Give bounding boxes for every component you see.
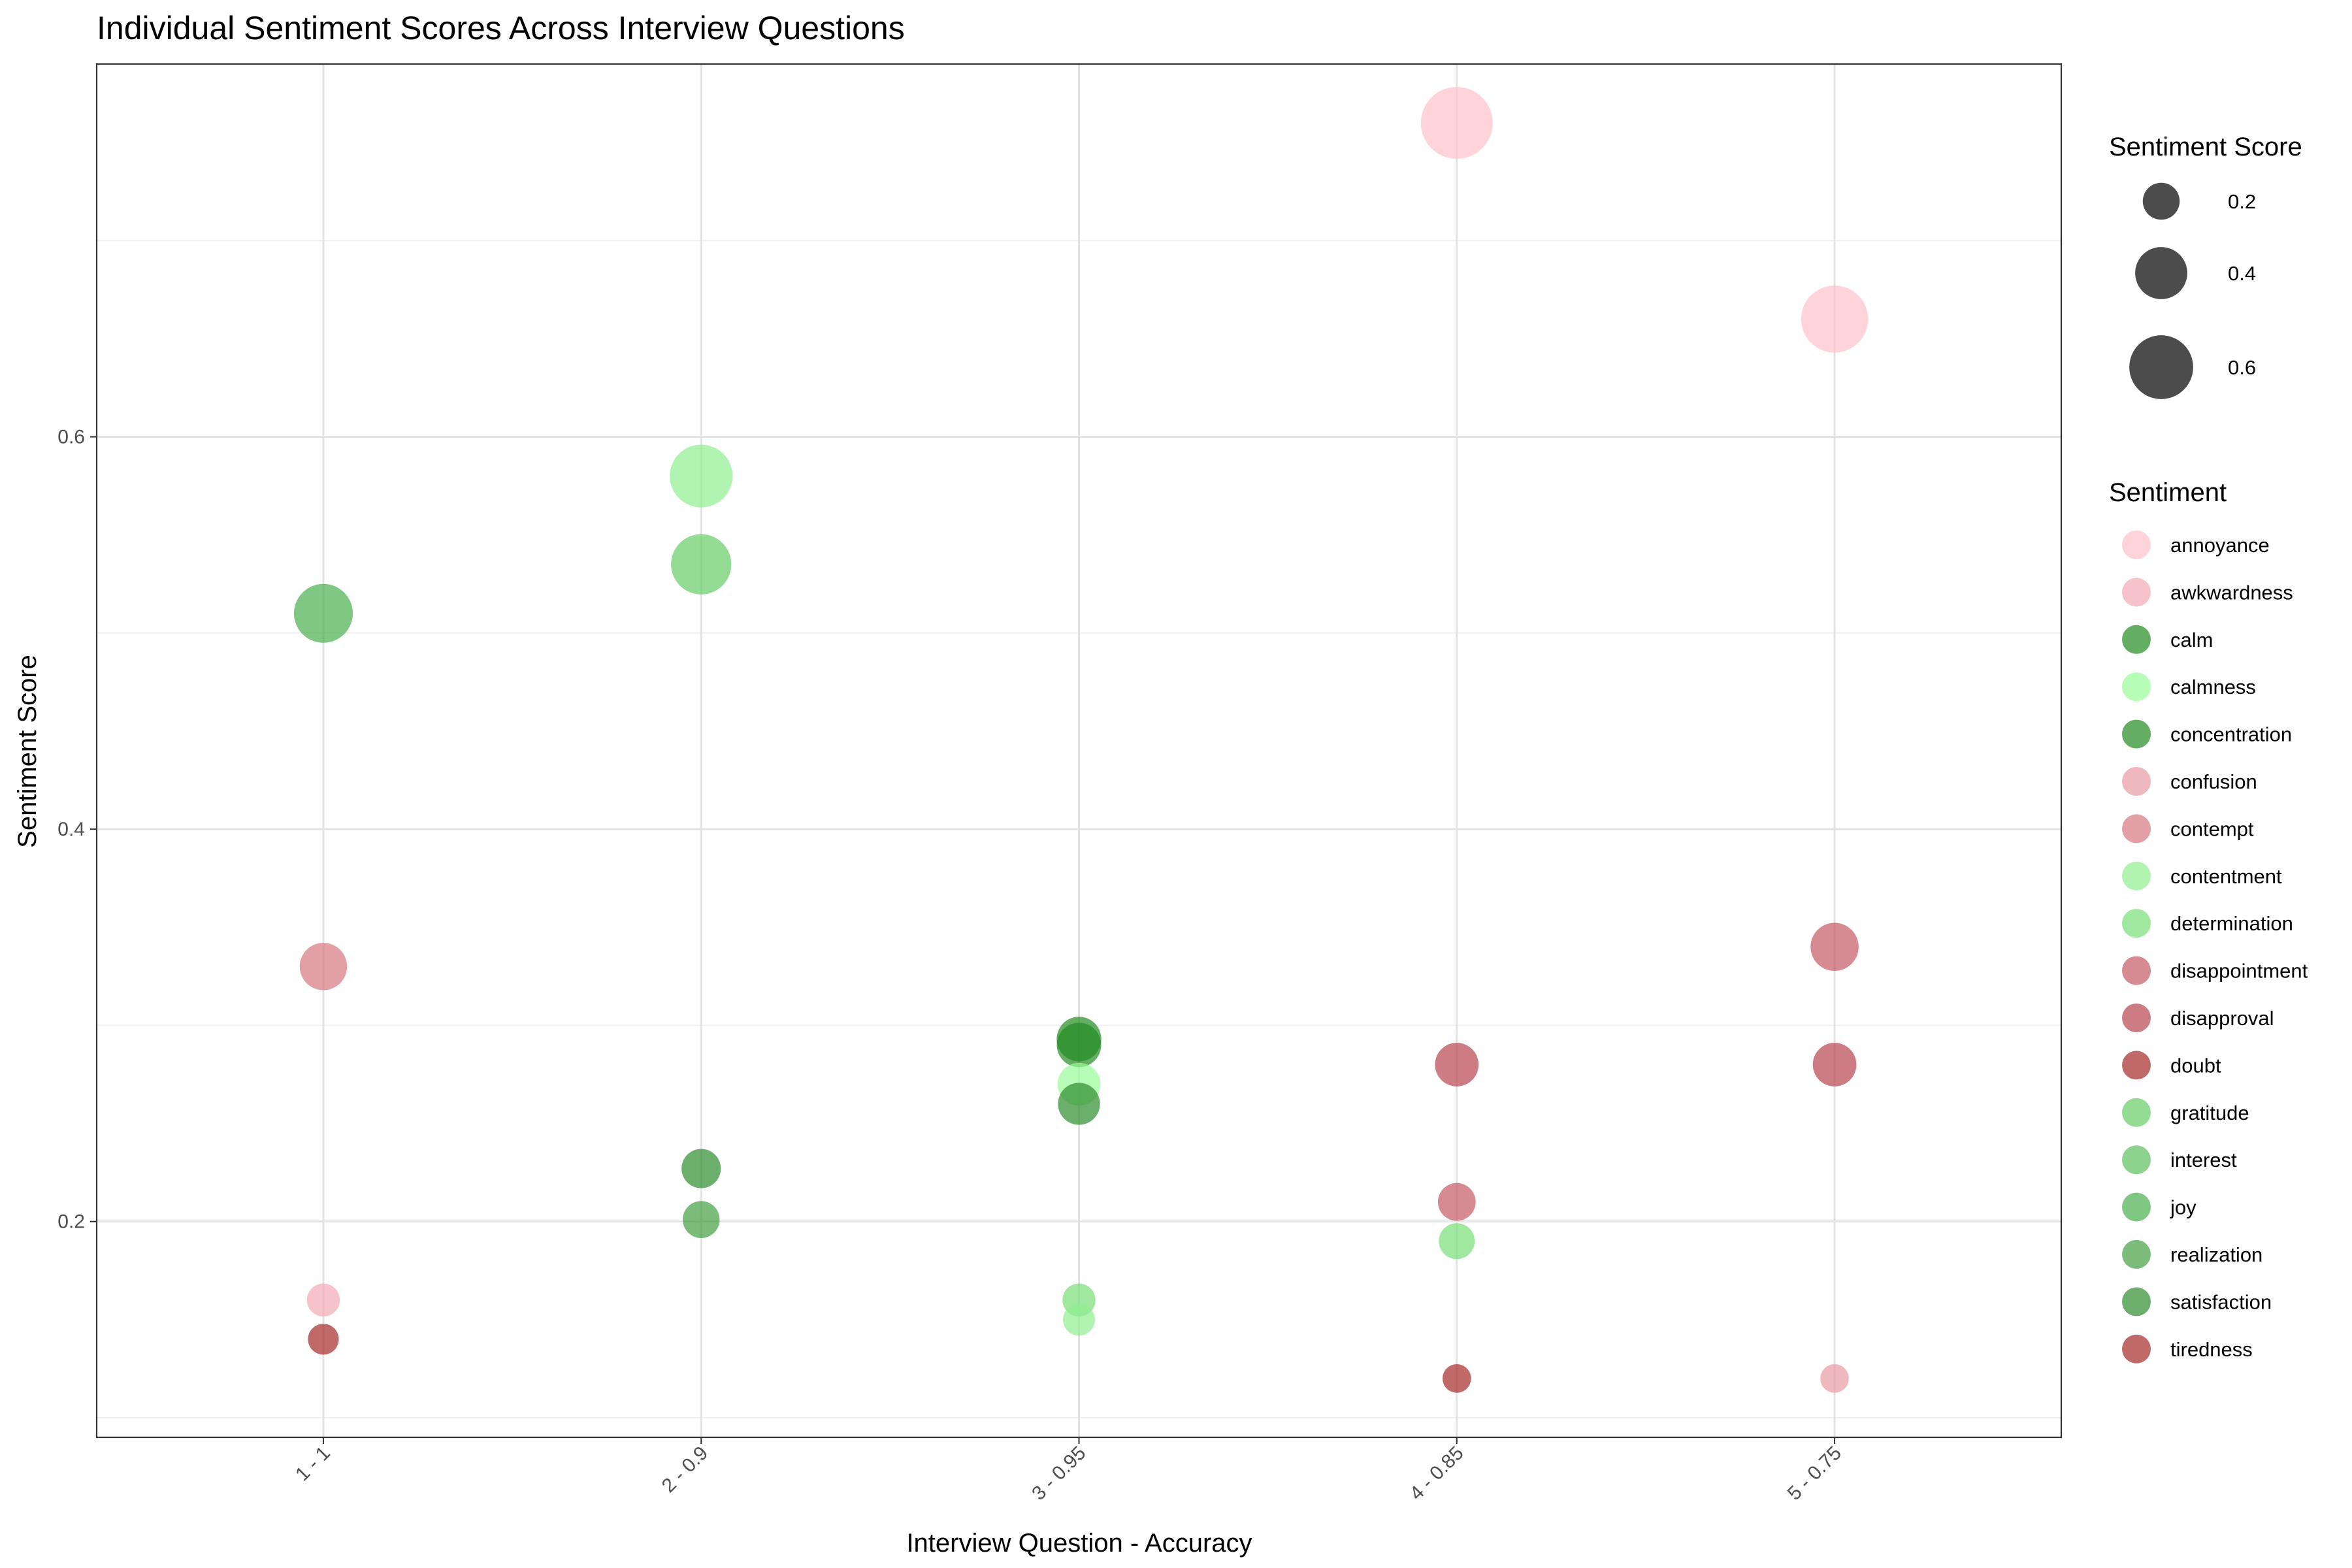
point-joy [293, 583, 353, 643]
grid-major [97, 64, 2061, 1437]
size-legend-key [2142, 182, 2180, 220]
point-satisfaction [1058, 1083, 1100, 1125]
color-legend-title: Sentiment [2109, 478, 2227, 507]
point-contempt [299, 943, 348, 990]
point-concentration [1056, 1022, 1102, 1068]
color-legend-label: realization [2170, 1243, 2262, 1266]
color-legend-key-interest [2122, 1145, 2151, 1175]
x-tick-label: 3 - 0.95 [1028, 1443, 1090, 1505]
color-legend-label: disapproval [2170, 1007, 2274, 1030]
color-legend-key-contempt [2122, 814, 2151, 843]
x-tick-label: 1 - 1 [291, 1443, 335, 1486]
color-legend-label: concentration [2170, 723, 2292, 746]
color-legend-key-gratitude [2122, 1098, 2151, 1127]
color-legend-key-joy [2122, 1192, 2151, 1222]
size-legend-title: Sentiment Score [2109, 133, 2302, 161]
point-annoyance [1420, 87, 1493, 159]
color-legend-key-calm [2122, 625, 2151, 654]
color-legend-label: calm [2170, 629, 2213, 651]
x-tick-label: 2 - 0.9 [658, 1443, 712, 1497]
point-gratitude [671, 534, 732, 595]
color-legend-label: disappointment [2170, 960, 2308, 983]
color-legend-label: annoyance [2170, 534, 2270, 557]
color-legend-label: joy [2170, 1196, 2197, 1219]
point-determination [1439, 1223, 1475, 1260]
color-legend-label: gratitude [2170, 1102, 2249, 1124]
color-legend-label: awkwardness [2170, 581, 2293, 604]
color-legend-key-calmness [2122, 672, 2151, 702]
point-satisfaction [681, 1149, 721, 1188]
color-legend-label: determination [2170, 912, 2293, 935]
color-legend-label: interest [2170, 1149, 2237, 1171]
point-doubt [1442, 1364, 1471, 1393]
color-legend-key-tiredness [2122, 1334, 2151, 1364]
color-legend-label: doubt [2170, 1054, 2221, 1077]
color-legend-key-awkwardness [2122, 578, 2151, 607]
point-disappointment [1437, 1183, 1476, 1221]
color-legend-key-doubt [2122, 1051, 2151, 1080]
color-legend-label: contempt [2170, 817, 2254, 840]
color-legend-label: calmness [2170, 676, 2256, 698]
x-axis-ticks: 1 - 1 2 - 0.9 3 - 0.95 4 - 0.85 5 - 0.75 [291, 1437, 1846, 1505]
x-tick-label: 4 - 0.85 [1405, 1443, 1467, 1505]
size-legend-label: 0.4 [2228, 262, 2256, 285]
color-legend-label: contentment [2170, 865, 2282, 888]
point-disapproval [1812, 1043, 1857, 1086]
size-legend: 0.2 0.4 0.6 [2129, 182, 2256, 399]
color-legend-key-determination [2122, 909, 2151, 938]
color-legend-label: satisfaction [2170, 1290, 2272, 1313]
color-legend-key-realization [2122, 1240, 2151, 1269]
y-tick-label: 0.6 [57, 427, 85, 448]
chart-title: Individual Sentiment Scores Across Inter… [97, 10, 905, 46]
point-contentment [1063, 1303, 1095, 1336]
size-legend-key [2135, 247, 2187, 299]
size-legend-key [2129, 335, 2193, 399]
y-tick-label: 0.2 [57, 1211, 85, 1233]
point-disapproval [1435, 1043, 1479, 1086]
y-tick-label: 0.4 [57, 819, 85, 840]
color-legend-key-contentment [2122, 861, 2151, 890]
size-legend-label: 0.6 [2228, 356, 2256, 379]
color-legend-key-disapproval [2122, 1004, 2151, 1032]
point-contentment [670, 444, 733, 508]
color-legend-key-concentration [2122, 719, 2151, 749]
x-axis-title: Interview Question - Accuracy [906, 1529, 1252, 1558]
size-legend-label: 0.2 [2228, 190, 2256, 213]
y-axis-ticks: 0.2 0.4 0.6 [57, 427, 97, 1233]
point-confusion [1820, 1364, 1849, 1393]
point-disappointment [1810, 923, 1859, 972]
color-legend-key-confusion [2122, 767, 2151, 796]
color-legend: annoyance awkwardness calm calmness concentr… [2122, 531, 2308, 1364]
point-awkwardness [306, 1283, 340, 1317]
data-points [293, 87, 1869, 1393]
color-legend-label: tiredness [2170, 1338, 2253, 1361]
color-legend-key-disappointment [2122, 956, 2151, 985]
color-legend-key-annoyance [2122, 531, 2151, 559]
x-tick-label: 5 - 0.75 [1784, 1443, 1846, 1505]
point-tiredness [308, 1324, 339, 1355]
color-legend-label: confusion [2170, 770, 2257, 793]
y-axis-title: Sentiment Score [13, 655, 42, 848]
point-annoyance [1801, 286, 1869, 353]
point-realization [682, 1201, 720, 1238]
color-legend-key-satisfaction [2122, 1287, 2151, 1316]
